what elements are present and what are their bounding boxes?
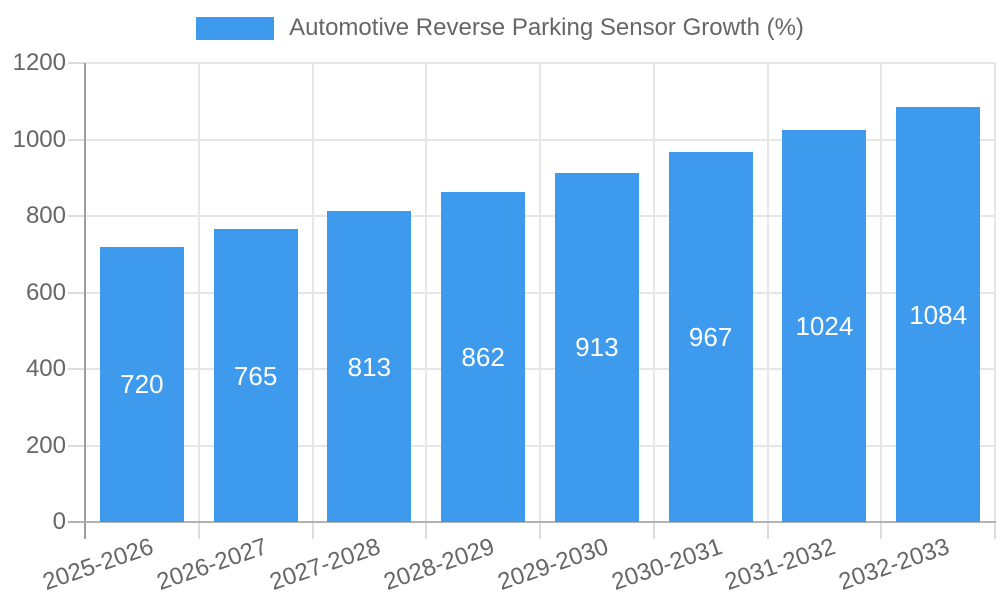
x-axis-tick bbox=[766, 522, 769, 539]
legend-swatch-icon bbox=[196, 16, 275, 40]
y-axis-line bbox=[84, 63, 86, 522]
bar bbox=[782, 130, 867, 522]
x-axis-tick bbox=[425, 522, 428, 539]
y-axis-tick bbox=[68, 291, 85, 294]
gridline-vertical bbox=[994, 63, 996, 522]
bar-value-label: 1024 bbox=[795, 311, 854, 342]
x-axis-tick bbox=[311, 522, 314, 539]
bar-value-label: 913 bbox=[575, 332, 619, 363]
x-axis-tick bbox=[197, 522, 200, 539]
y-axis-tick bbox=[68, 215, 85, 217]
y-axis-tick-label: 400 bbox=[25, 355, 66, 382]
bar-value-label: 813 bbox=[347, 351, 392, 382]
legend-item[interactable]: Automotive Reverse Parking Sensor Growth… bbox=[196, 14, 804, 42]
gridline-vertical bbox=[311, 63, 314, 522]
bar bbox=[327, 211, 412, 522]
y-axis-tick-label: 800 bbox=[25, 202, 66, 229]
x-axis-tick bbox=[539, 522, 541, 539]
y-axis-tick bbox=[68, 138, 85, 141]
bar bbox=[554, 172, 639, 522]
bar bbox=[668, 152, 753, 522]
y-axis-tick-label: 200 bbox=[25, 431, 66, 459]
y-axis-tick-label: 600 bbox=[25, 278, 66, 306]
x-axis-tick bbox=[84, 522, 86, 539]
legend: Automotive Reverse Parking Sensor Growth… bbox=[0, 14, 1000, 42]
y-axis-tick bbox=[68, 521, 85, 523]
bar-value-label: 967 bbox=[688, 322, 733, 353]
x-axis-tick bbox=[880, 522, 883, 539]
bar bbox=[99, 246, 184, 522]
y-axis-tick bbox=[68, 444, 85, 447]
legend-label: Automotive Reverse Parking Sensor Growth… bbox=[289, 14, 804, 41]
gridline-vertical bbox=[425, 63, 428, 522]
x-axis-tick bbox=[994, 522, 996, 539]
bar bbox=[896, 107, 981, 522]
gridline-vertical bbox=[880, 63, 883, 522]
bar-value-label: 862 bbox=[461, 342, 505, 373]
y-axis-tick-label: 1000 bbox=[12, 125, 66, 153]
x-axis-line bbox=[85, 521, 996, 523]
bar-value-label: 720 bbox=[120, 369, 164, 400]
gridline-vertical bbox=[197, 63, 200, 522]
y-axis-tick-label: 0 bbox=[52, 508, 66, 535]
bar bbox=[213, 229, 298, 522]
bar-value-label: 765 bbox=[233, 360, 278, 391]
y-axis-tick-label: 1200 bbox=[12, 49, 66, 76]
bar-value-label: 1084 bbox=[909, 299, 968, 330]
y-axis-tick bbox=[68, 368, 85, 370]
gridline-vertical bbox=[652, 63, 655, 522]
y-axis-tick bbox=[68, 62, 85, 64]
x-axis-tick bbox=[652, 522, 655, 539]
gridline-vertical bbox=[766, 63, 769, 522]
bar bbox=[441, 192, 526, 522]
gridline-vertical bbox=[539, 63, 541, 522]
